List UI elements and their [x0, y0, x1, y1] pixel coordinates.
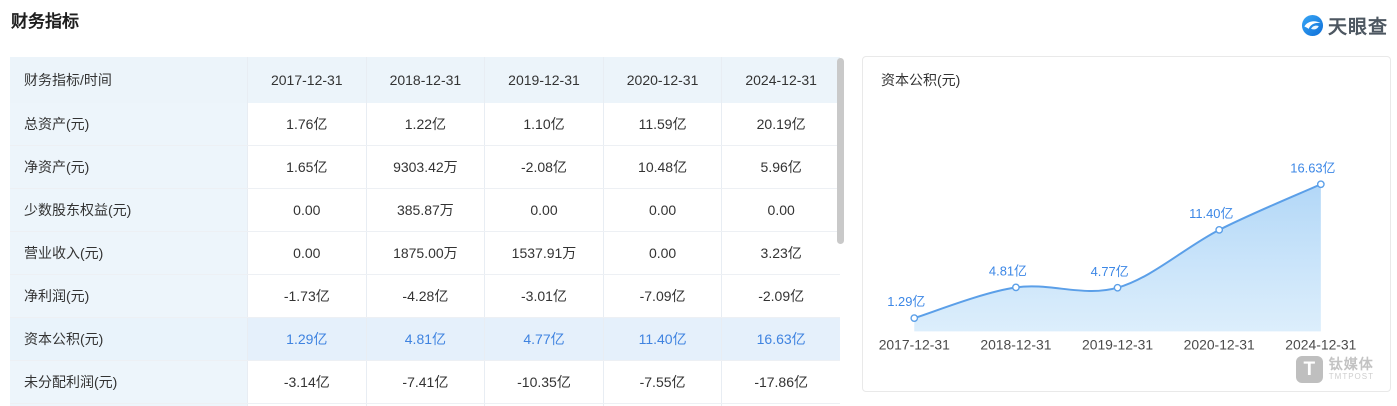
x-axis-label: 2019-12-31: [1082, 336, 1153, 352]
page-title: 财务指标: [11, 12, 79, 31]
value-cell: 1.22亿: [367, 103, 486, 145]
header-cell-date: 2018-12-31: [367, 57, 486, 103]
header-cell-date: 2024-12-31: [745, 72, 817, 88]
value-cell: 385.87万: [367, 189, 486, 231]
value-cell: -7.09亿: [604, 275, 723, 317]
value-cell: 11.59亿: [604, 103, 723, 145]
data-label: 11.40亿: [1189, 206, 1233, 221]
x-axis-label: 2020-12-31: [1184, 336, 1255, 352]
value-cell: -2.08亿: [485, 146, 604, 188]
x-axis-label: 2024-12-31: [1285, 336, 1356, 352]
table-row[interactable]: 营业收入(元) 0.00 1875.00万 1537.91万 0.00 3.23亿: [10, 232, 840, 275]
data-point: [910, 314, 919, 323]
value-cell: 4.77亿: [485, 318, 604, 360]
value-cell: -3.14亿: [248, 361, 367, 403]
value-cell: [485, 404, 604, 406]
tianyancha-logo-icon: [1301, 14, 1324, 37]
value-cell: 10.48亿: [604, 146, 723, 188]
value-cell: 20.19亿: [756, 116, 806, 132]
data-label: 1.29亿: [887, 294, 925, 309]
table-scrollbar[interactable]: [837, 58, 844, 405]
table-row[interactable]: 总资产(元) 1.76亿 1.22亿 1.10亿 11.59亿 20.19亿: [10, 103, 840, 146]
value-cell: 5.96亿: [760, 159, 802, 175]
value-cell: -7.41亿: [367, 361, 486, 403]
brand-name: 天眼查: [1327, 17, 1388, 38]
data-label: 16.63亿: [1290, 160, 1335, 175]
row-label-cell: 少数股东权益(元): [10, 189, 248, 231]
tmtpost-watermark: T 钛媒体 TMTPOST: [1295, 356, 1374, 383]
capital-reserve-chart[interactable]: 1.29亿 2017-12-31 4.81亿 2018-12-31 4.77亿 2019-…: [863, 57, 1390, 391]
value-cell: 9303.42万: [367, 146, 486, 188]
header-cell-date: 2017-12-31: [248, 57, 367, 103]
value-cell: 1.65亿: [248, 146, 367, 188]
header-cell-date: 2020-12-31: [604, 57, 723, 103]
value-cell: -10.35亿: [485, 361, 604, 403]
value-cell: -2.09亿: [758, 288, 805, 304]
value-cell: 1.29亿: [248, 318, 367, 360]
value-cell: 4.81亿: [366, 318, 486, 360]
value-cell: [248, 404, 367, 406]
value-cell: 0.00: [767, 202, 795, 218]
chart-panel: 资本公积(元) 1.29亿 2017-12-31 4.81亿 2018-12-31 4.…: [862, 56, 1391, 392]
value-cell: -1.73亿: [248, 275, 367, 317]
value-cell: 1.10亿: [485, 103, 604, 145]
table-row[interactable]: 资本公积(元) 1.29亿 4.81亿 4.77亿 11.40亿 16.63亿: [10, 318, 840, 361]
value-cell: 1875.00万: [367, 232, 486, 274]
table-row-partial: [10, 404, 840, 406]
chart-title: 资本公积(元): [881, 72, 961, 88]
tianyancha-brand-link[interactable]: 天眼查: [1301, 12, 1388, 39]
data-point: [1012, 283, 1020, 292]
data-point: [1316, 180, 1325, 189]
value-cell: 0.00: [248, 232, 367, 274]
row-label-cell: [10, 404, 248, 406]
scrollbar-thumb[interactable]: [837, 58, 844, 244]
value-cell: [604, 404, 723, 406]
row-label-cell: 总资产(元): [10, 103, 248, 145]
table-row[interactable]: 少数股东权益(元) 0.00 385.87万 0.00 0.00 0.00: [10, 189, 840, 232]
header-cell-metric: 财务指标/时间: [10, 57, 248, 103]
data-label: 4.77亿: [1091, 264, 1129, 279]
x-axis-label: 2017-12-31: [879, 336, 950, 352]
table-row[interactable]: 净利润(元) -1.73亿 -4.28亿 -3.01亿 -7.09亿 -2.09亿: [10, 275, 840, 318]
value-cell: 3.23亿: [760, 245, 802, 261]
value-cell: -3.01亿: [485, 275, 604, 317]
row-label-cell: 净资产(元): [10, 146, 248, 188]
financial-table: 财务指标/时间 2017-12-31 2018-12-31 2019-12-31 202…: [10, 57, 849, 406]
data-label: 4.81亿: [989, 263, 1027, 278]
value-cell: 0.00: [248, 189, 367, 231]
value-cell: 1537.91万: [485, 232, 604, 274]
table-row[interactable]: 净资产(元) 1.65亿 9303.42万 -2.08亿 10.48亿 5.96亿: [10, 146, 840, 189]
value-cell: 0.00: [604, 189, 723, 231]
watermark-cn: 钛媒体: [1328, 356, 1374, 372]
value-cell: [367, 404, 486, 406]
row-label-cell: 未分配利润(元): [10, 361, 248, 403]
value-cell: 11.40亿: [603, 318, 723, 360]
tmtpost-logo-icon: T: [1295, 356, 1323, 383]
value-cell: -17.86亿: [754, 374, 809, 390]
value-cell: 1.76亿: [248, 103, 367, 145]
row-label-cell: 资本公积(元): [10, 318, 248, 360]
watermark-en: TMTPOST: [1328, 372, 1374, 381]
chart-area-fill: [914, 184, 1321, 332]
table-header-row: 财务指标/时间 2017-12-31 2018-12-31 2019-12-31 202…: [10, 57, 840, 103]
row-label-cell: 净利润(元): [10, 275, 248, 317]
value-cell: 0.00: [604, 232, 723, 274]
value-cell: -7.55亿: [604, 361, 723, 403]
value-cell: 0.00: [485, 189, 604, 231]
row-label-cell: 营业收入(元): [10, 232, 248, 274]
table-row[interactable]: 未分配利润(元) -3.14亿 -7.41亿 -10.35亿 -7.55亿 -17.86亿: [10, 361, 840, 404]
value-cell: -4.28亿: [367, 275, 486, 317]
data-point: [1113, 283, 1122, 292]
value-cell: 16.63亿: [722, 318, 840, 360]
header-cell-date: 2019-12-31: [485, 57, 604, 103]
data-point: [1215, 225, 1224, 234]
x-axis-label: 2018-12-31: [980, 336, 1051, 352]
